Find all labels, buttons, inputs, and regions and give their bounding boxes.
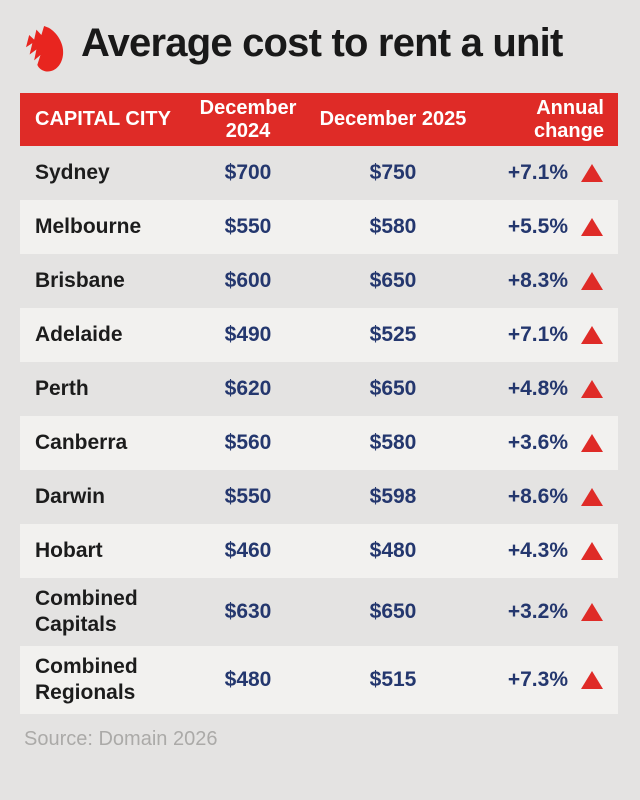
increase-triangle-icon	[581, 272, 603, 290]
increase-triangle-icon	[581, 488, 603, 506]
city-label: Brisbane	[35, 268, 125, 292]
table-row-combined-capitals: Combined Capitals $630 $650 +3.2%	[20, 578, 618, 646]
annual-change-cell: +7.3%	[468, 668, 618, 692]
dec-2024-value: $550	[224, 485, 272, 508]
increase-triangle-icon	[581, 218, 603, 236]
city-label: Melbourne	[35, 214, 142, 238]
rent-table: CAPITAL CITY December 2024 December 2025…	[20, 93, 618, 714]
increase-triangle-icon	[581, 603, 603, 621]
dec-2024-value: $600	[224, 269, 272, 292]
city-label: Sydney	[35, 160, 110, 184]
annual-change-cell: +8.6%	[468, 485, 618, 509]
change-value: +4.3%	[507, 539, 568, 562]
change-value: +8.6%	[507, 485, 568, 508]
dec-2025-value: $580	[369, 431, 417, 454]
dec-2024-value: $560	[224, 431, 272, 454]
masthead: Average cost to rent a unit	[0, 0, 640, 78]
page-title: Average cost to rent a unit	[81, 21, 563, 65]
increase-triangle-icon	[581, 164, 603, 182]
source-attribution: Source: Domain 2026	[24, 728, 218, 750]
city-label: Adelaide	[35, 322, 123, 346]
annual-change-cell: +7.1%	[468, 161, 618, 185]
dec-2025-value: $515	[369, 668, 417, 691]
dec-2024-value: $550	[224, 215, 272, 238]
table-row-canberra: Canberra $560 $580 +3.6%	[20, 416, 618, 470]
dec-2024-value: $700	[224, 161, 272, 184]
table-row-sydney: Sydney $700 $750 +7.1%	[20, 146, 618, 200]
header-december-2025: December 2025	[319, 108, 467, 130]
city-label: Hobart	[35, 538, 103, 562]
annual-change-cell: +5.5%	[468, 215, 618, 239]
increase-triangle-icon	[581, 434, 603, 452]
change-value: +4.8%	[507, 377, 568, 400]
header-capital-city: CAPITAL CITY	[35, 108, 171, 130]
change-value: +7.1%	[507, 161, 568, 184]
change-value: +3.6%	[507, 431, 568, 454]
dec-2024-value: $480	[224, 668, 272, 691]
increase-triangle-icon	[581, 380, 603, 398]
city-label: Combined Capitals	[35, 586, 138, 636]
annual-change-cell: +4.3%	[468, 539, 618, 563]
change-value: +7.1%	[507, 323, 568, 346]
annual-change-cell: +3.6%	[468, 431, 618, 455]
annual-change-cell: +4.8%	[468, 377, 618, 401]
dec-2024-value: $620	[224, 377, 272, 400]
dec-2024-value: $490	[224, 323, 272, 346]
change-value: +7.3%	[507, 668, 568, 691]
dec-2025-value: $598	[369, 485, 417, 508]
city-label: Darwin	[35, 484, 106, 508]
annual-change-cell: +7.1%	[468, 323, 618, 347]
dec-2025-value: $480	[369, 539, 417, 562]
header-december-2024: December 2024	[199, 96, 297, 142]
increase-triangle-icon	[581, 671, 603, 689]
table-header-row: CAPITAL CITY December 2024 December 2025…	[20, 93, 618, 146]
dec-2025-value: $580	[369, 215, 417, 238]
dec-2025-value: $525	[369, 323, 417, 346]
table-row-adelaide: Adelaide $490 $525 +7.1%	[20, 308, 618, 362]
table-row-brisbane: Brisbane $600 $650 +8.3%	[20, 254, 618, 308]
dec-2025-value: $650	[369, 377, 417, 400]
dec-2024-value: $460	[224, 539, 272, 562]
change-value: +5.5%	[507, 215, 568, 238]
increase-triangle-icon	[581, 542, 603, 560]
change-value: +8.3%	[507, 269, 568, 292]
header-annual-change: Annual change	[533, 96, 604, 142]
table-row-hobart: Hobart $460 $480 +4.3%	[20, 524, 618, 578]
city-label: Canberra	[35, 430, 128, 454]
table-row-combined-regionals: Combined Regionals $480 $515 +7.3%	[20, 646, 618, 714]
dec-2025-value: $650	[369, 269, 417, 292]
increase-triangle-icon	[581, 326, 603, 344]
city-label: Perth	[35, 376, 89, 400]
dec-2025-value: $650	[369, 600, 417, 623]
table-row-melbourne: Melbourne $550 $580 +5.5%	[20, 200, 618, 254]
annual-change-cell: +3.2%	[468, 600, 618, 624]
city-label: Combined Regionals	[35, 654, 138, 704]
table-row-darwin: Darwin $550 $598 +8.6%	[20, 470, 618, 524]
annual-change-cell: +8.3%	[468, 269, 618, 293]
table-row-perth: Perth $620 $650 +4.8%	[20, 362, 618, 416]
dec-2025-value: $750	[369, 161, 417, 184]
dec-2024-value: $630	[224, 600, 272, 623]
sbs-logo-icon	[26, 26, 64, 72]
change-value: +3.2%	[507, 600, 568, 623]
